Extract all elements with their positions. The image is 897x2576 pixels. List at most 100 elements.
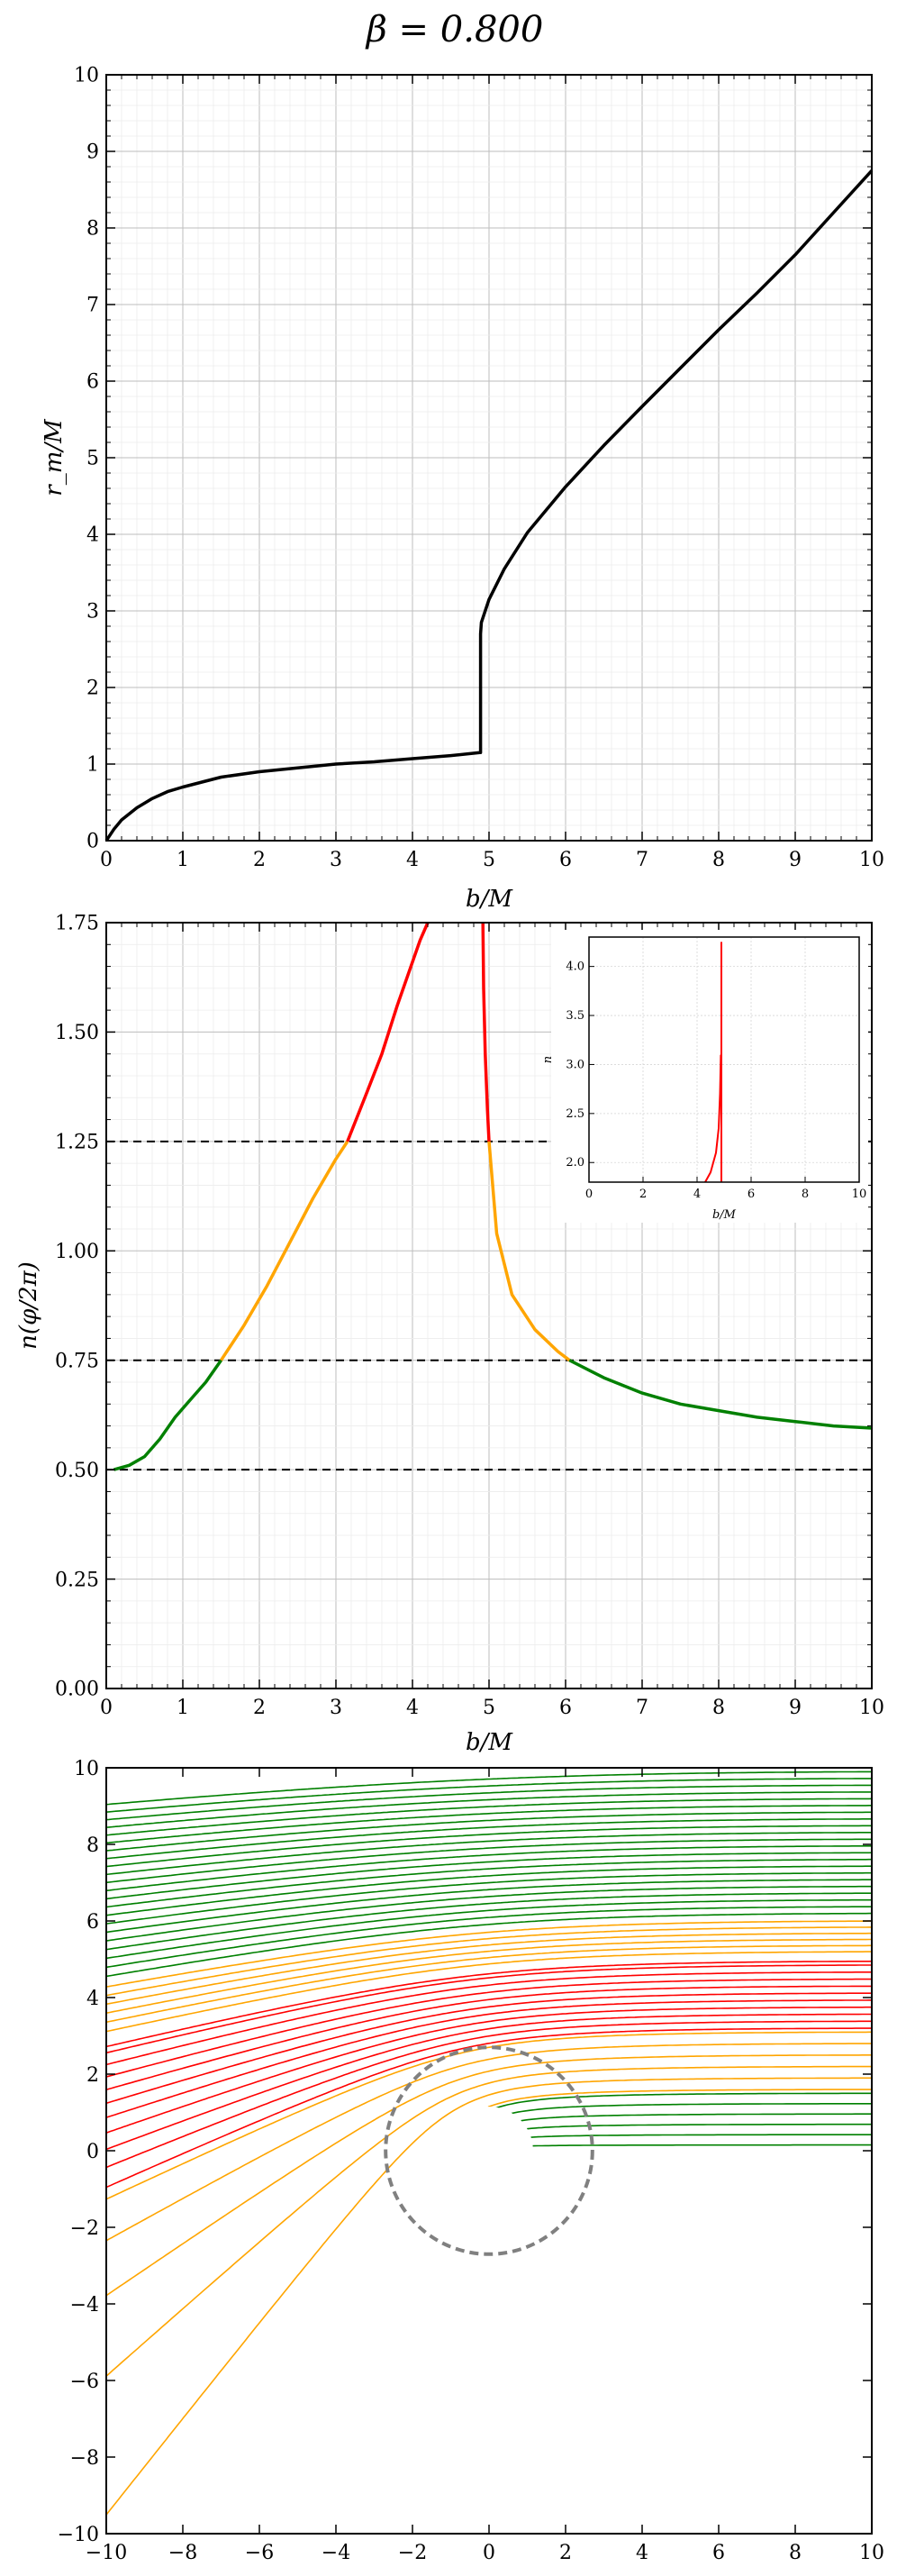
y-tick-label: 0.50	[55, 1460, 99, 1482]
y-tick-label: −4	[70, 2294, 99, 2317]
x-tick-label: −8	[168, 2542, 197, 2564]
x-tick-label: 5	[483, 849, 495, 871]
ray-path	[524, 2123, 872, 2130]
photon-ring	[384, 2045, 594, 2256]
n-series	[113, 922, 873, 1471]
y-tick-label: 0	[86, 2141, 99, 2163]
series-line	[220, 1140, 349, 1361]
inset-x-tick-label: 6	[748, 1188, 755, 1201]
ray-path	[106, 1944, 872, 2024]
ray-path	[106, 1871, 872, 1925]
y-tick-label: 4	[86, 1988, 99, 2010]
ray-path	[106, 2020, 872, 2169]
x-tick-label: 7	[636, 1697, 648, 1719]
ray-path	[487, 2089, 872, 2108]
x-tick-label: 2	[559, 2542, 572, 2564]
x-tick-label: −6	[245, 2542, 274, 2564]
ray-path	[106, 1865, 872, 1916]
y-tick-label: −10	[58, 2524, 99, 2546]
ray-path	[106, 1960, 872, 2048]
x-tick-label: 3	[330, 849, 342, 871]
x-tick-label: 6	[559, 849, 572, 871]
y-tick-label: 8	[86, 1834, 99, 1857]
inset-xlabel: b/M	[712, 1208, 737, 1222]
y-tick-label: 1	[86, 754, 99, 777]
ray-path	[106, 1978, 872, 2078]
x-tick-label: 6	[712, 2542, 725, 2564]
y-tick-label: 6	[86, 1911, 99, 1934]
x-tick-label: 4	[636, 2542, 648, 2564]
series-line	[568, 1359, 873, 1430]
ray-path	[106, 1798, 872, 1836]
ray-path	[106, 2006, 872, 2134]
ray-path	[106, 1938, 872, 2015]
rm-grid	[105, 75, 872, 842]
x-tick-label: 1	[177, 849, 189, 871]
y-tick-label: 10	[74, 65, 99, 87]
rm-series	[104, 169, 874, 842]
ray-path	[106, 1778, 872, 1813]
inset-x-tick-label: 4	[693, 1188, 701, 1201]
x-tick-label: 10	[859, 2542, 884, 2564]
y-tick-label: 5	[86, 448, 99, 470]
x-tick-label: 2	[253, 849, 266, 871]
ray-path	[106, 2043, 872, 2242]
inset-grid	[588, 937, 860, 1182]
ray-path	[106, 1805, 872, 1844]
x-tick-label: 8	[789, 2542, 802, 2564]
inset-x-tick-label: 0	[585, 1188, 593, 1201]
ray-path	[106, 1920, 872, 1988]
ray-path	[106, 2065, 872, 2378]
x-tick-label: 0	[483, 2542, 495, 2564]
y-tick-label: 2	[86, 2064, 99, 2087]
ray-path	[106, 1985, 872, 2091]
y-tick-label: 8	[86, 218, 99, 241]
y-tick-label: 0.75	[55, 1350, 99, 1372]
inset-frame	[588, 936, 860, 1183]
ray-path	[106, 1951, 872, 2033]
inset-x-tick-label: 2	[639, 1188, 647, 1201]
x-tick-label: 10	[859, 1697, 884, 1719]
ray-path	[106, 2077, 872, 2517]
ray-path	[494, 2092, 872, 2109]
ray-path	[106, 1879, 872, 1934]
rm-xlabel: b/M	[466, 886, 513, 913]
y-tick-label: 1.00	[55, 1241, 99, 1263]
x-tick-label: 6	[559, 1697, 572, 1719]
series-line	[346, 922, 430, 1142]
inset-y-tick-label: 3.0	[566, 1058, 584, 1071]
ray-path	[106, 1770, 872, 1806]
y-tick-label: −8	[70, 2447, 99, 2470]
inset-ylabel: n	[541, 1056, 555, 1063]
x-tick-label: 0	[100, 1697, 113, 1719]
inset-y-tick-label: 4.0	[566, 960, 584, 974]
inset-x-tick-label: 10	[852, 1188, 867, 1201]
x-tick-label: −10	[86, 2542, 127, 2564]
inset-y-tick-label: 3.5	[566, 1009, 584, 1023]
y-tick-label: 4	[86, 524, 99, 547]
ray-path	[106, 1811, 872, 1852]
series-line	[487, 1141, 571, 1362]
central-hole	[445, 2107, 533, 2195]
ray-path	[106, 1832, 872, 1876]
x-tick-label: 1	[177, 1697, 189, 1719]
ray-path	[511, 2103, 872, 2115]
rays-ticks: −10 −8 −6 −4 −2 0 2 4 6 8 10 −10 −8 −6 −4 −2 0 2 4 6 8 10	[58, 1758, 884, 2564]
y-tick-label: 2	[86, 678, 99, 700]
n-ylabel: n(φ/2π)	[15, 1261, 42, 1350]
inset-y-tick-label: 2.5	[566, 1107, 584, 1121]
n-ticks: 0 1 2 3 4 5 6 7 8 9 10 0.00 0.25 0.50 0.75 1.00 1.25 1.50…	[55, 913, 884, 1719]
y-tick-label: 1.75	[55, 913, 99, 935]
ray-path	[106, 1999, 872, 2118]
x-tick-label: 5	[483, 1697, 495, 1719]
inset-background	[551, 930, 868, 1223]
ray-path	[106, 1892, 872, 1951]
inset-series	[704, 942, 722, 1183]
y-tick-label: 6	[86, 371, 99, 394]
n-inset-chart: 0 2 4 6 8 10 2.0 2.5 3.0 3.5 4.0 b/M n	[541, 930, 868, 1223]
x-tick-label: 0	[100, 849, 113, 871]
inset-y-tick-label: 2.0	[566, 1156, 584, 1170]
x-tick-label: 2	[253, 1697, 266, 1719]
x-tick-label: 9	[789, 1697, 802, 1719]
y-tick-label: 0.25	[55, 1569, 99, 1591]
